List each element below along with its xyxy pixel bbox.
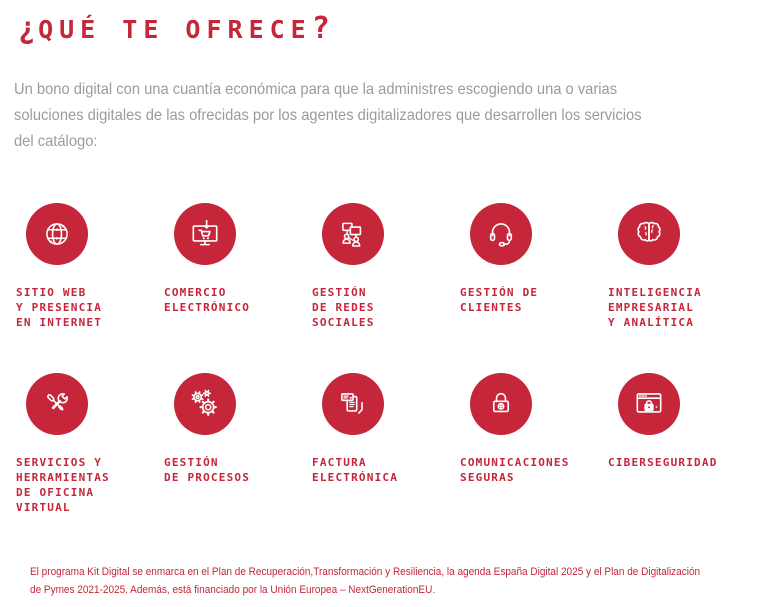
service-label: GESTIÓN DE REDES SOCIALES [312, 286, 375, 329]
service-icon-circle [26, 203, 88, 265]
title-open-mark: ¿ [18, 11, 39, 46]
brain-icon [637, 221, 661, 242]
service-item-padlock: COMUNICACIONES SEGURAS [460, 373, 608, 485]
service-label: GESTIÓN DE PROCESOS [164, 456, 251, 484]
intro-paragraph: Un bono digital con una cuantía económic… [14, 81, 642, 150]
footer-note: El programa Kit Digital se enmarca en el… [30, 566, 701, 596]
globe-network-icon [46, 223, 68, 245]
service-icon-circle [470, 203, 532, 265]
service-label: CIBERSEGURIDAD [608, 456, 718, 469]
service-item-browser-lock: CIBERSEGURIDAD [608, 373, 756, 470]
service-icon-circle [26, 373, 88, 435]
service-item-globe-network: SITIO WEB Y PRESENCIA EN INTERNET [16, 203, 164, 330]
service-item-brain: INTELIGENCIA EMPRESARIAL Y ANALÍTICA [608, 203, 756, 330]
service-icon-circle [174, 203, 236, 265]
gears-icon [191, 389, 217, 416]
service-label: FACTURA ELECTRÓNICA [312, 456, 399, 484]
ecommerce-cart-icon [192, 219, 218, 246]
service-item-headset: GESTIÓN DE CLIENTES [460, 203, 608, 315]
service-label: COMUNICACIONES SEGURAS [460, 456, 570, 484]
page-title: ¿QUÉ TE OFRECE? [18, 12, 757, 47]
service-icon-circle [618, 373, 680, 435]
title-close-mark: ? [311, 11, 332, 46]
headset-icon [489, 223, 513, 247]
service-icon-circle [618, 203, 680, 265]
service-icon-circle [322, 373, 384, 435]
service-item-gears: GESTIÓN DE PROCESOS [164, 373, 312, 485]
service-label: COMERCIO ELECTRÓNICO [164, 286, 251, 314]
invoice-icon [341, 393, 363, 414]
title-text: QUÉ TE OFRECE [38, 15, 312, 44]
browser-lock-icon [636, 393, 662, 413]
service-icon-circle [174, 373, 236, 435]
service-item-tools: SERVICIOS Y HERRAMIENTAS DE OFICINA VIRT… [16, 373, 164, 515]
social-networks-icon [342, 222, 362, 247]
service-label: SITIO WEB Y PRESENCIA EN INTERNET [16, 286, 103, 329]
padlock-icon [492, 392, 510, 413]
service-label: GESTIÓN DE CLIENTES [460, 286, 539, 314]
service-item-social-networks: GESTIÓN DE REDES SOCIALES [312, 203, 460, 330]
service-icon-circle [322, 203, 384, 265]
service-item-ecommerce-cart: COMERCIO ELECTRÓNICO [164, 203, 312, 315]
services-grid: SITIO WEB Y PRESENCIA EN INTERNET COMERC… [16, 203, 757, 515]
service-label: SERVICIOS Y HERRAMIENTAS DE OFICINA VIRT… [16, 456, 110, 514]
tools-icon [47, 393, 68, 411]
service-label: INTELIGENCIA EMPRESARIAL Y ANALÍTICA [608, 286, 702, 329]
service-item-invoice: FACTURA ELECTRÓNICA [312, 373, 460, 485]
service-icon-circle [470, 373, 532, 435]
